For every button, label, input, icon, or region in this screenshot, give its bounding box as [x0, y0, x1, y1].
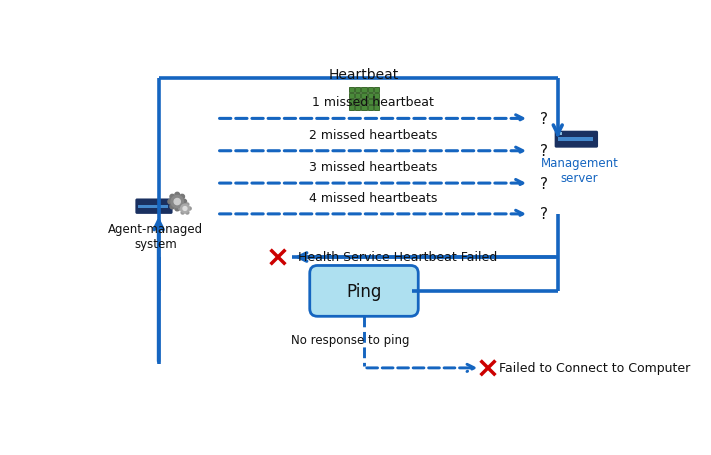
Bar: [356, 87, 360, 92]
Bar: [361, 100, 367, 105]
Circle shape: [175, 207, 180, 211]
Circle shape: [170, 195, 175, 200]
Circle shape: [186, 203, 189, 207]
Text: ?: ?: [540, 144, 548, 159]
Bar: [368, 106, 373, 111]
FancyBboxPatch shape: [310, 266, 418, 317]
Text: ?: ?: [540, 207, 548, 222]
Circle shape: [188, 207, 191, 211]
Circle shape: [181, 203, 184, 207]
Circle shape: [180, 195, 184, 200]
Bar: [361, 87, 367, 92]
Bar: [361, 93, 367, 99]
Circle shape: [181, 205, 189, 213]
Circle shape: [175, 193, 180, 197]
FancyBboxPatch shape: [135, 199, 173, 214]
Circle shape: [183, 207, 187, 211]
Bar: [349, 87, 354, 92]
Bar: [368, 87, 373, 92]
Circle shape: [168, 200, 173, 204]
Bar: [356, 93, 360, 99]
Text: 1 missed heartbeat: 1 missed heartbeat: [312, 96, 434, 109]
Circle shape: [180, 205, 184, 209]
FancyBboxPatch shape: [555, 131, 598, 148]
Bar: [374, 87, 379, 92]
Bar: [349, 93, 354, 99]
Text: No response to ping: No response to ping: [291, 333, 410, 346]
Circle shape: [182, 200, 186, 204]
Circle shape: [174, 199, 181, 205]
Circle shape: [171, 196, 183, 208]
Bar: [557, 137, 594, 142]
Bar: [368, 93, 373, 99]
Text: 3 missed heartbeats: 3 missed heartbeats: [309, 161, 437, 174]
Bar: [356, 100, 360, 105]
Bar: [361, 106, 367, 111]
Circle shape: [181, 212, 184, 215]
Bar: [349, 100, 354, 105]
Text: ?: ?: [540, 111, 548, 126]
Text: Agent-managed
system: Agent-managed system: [108, 222, 203, 250]
Bar: [557, 133, 562, 136]
Bar: [374, 100, 379, 105]
Text: Failed to Connect to Computer: Failed to Connect to Computer: [499, 362, 690, 374]
Bar: [356, 106, 360, 111]
Bar: [368, 100, 373, 105]
Circle shape: [178, 207, 182, 211]
Text: Management
server: Management server: [540, 157, 619, 185]
Text: 4 missed heartbeats: 4 missed heartbeats: [309, 192, 437, 204]
Bar: [349, 106, 354, 111]
Circle shape: [170, 205, 175, 209]
Text: 2 missed heartbeats: 2 missed heartbeats: [309, 128, 437, 142]
Bar: [374, 106, 379, 111]
Text: ?: ?: [540, 176, 548, 191]
Text: Ping: Ping: [346, 282, 382, 300]
Text: Heartbeat: Heartbeat: [329, 68, 399, 82]
Bar: [374, 93, 379, 99]
Text: Health Service Heartbeat Failed: Health Service Heartbeat Failed: [298, 251, 498, 264]
Circle shape: [186, 212, 189, 215]
Bar: [139, 205, 168, 208]
